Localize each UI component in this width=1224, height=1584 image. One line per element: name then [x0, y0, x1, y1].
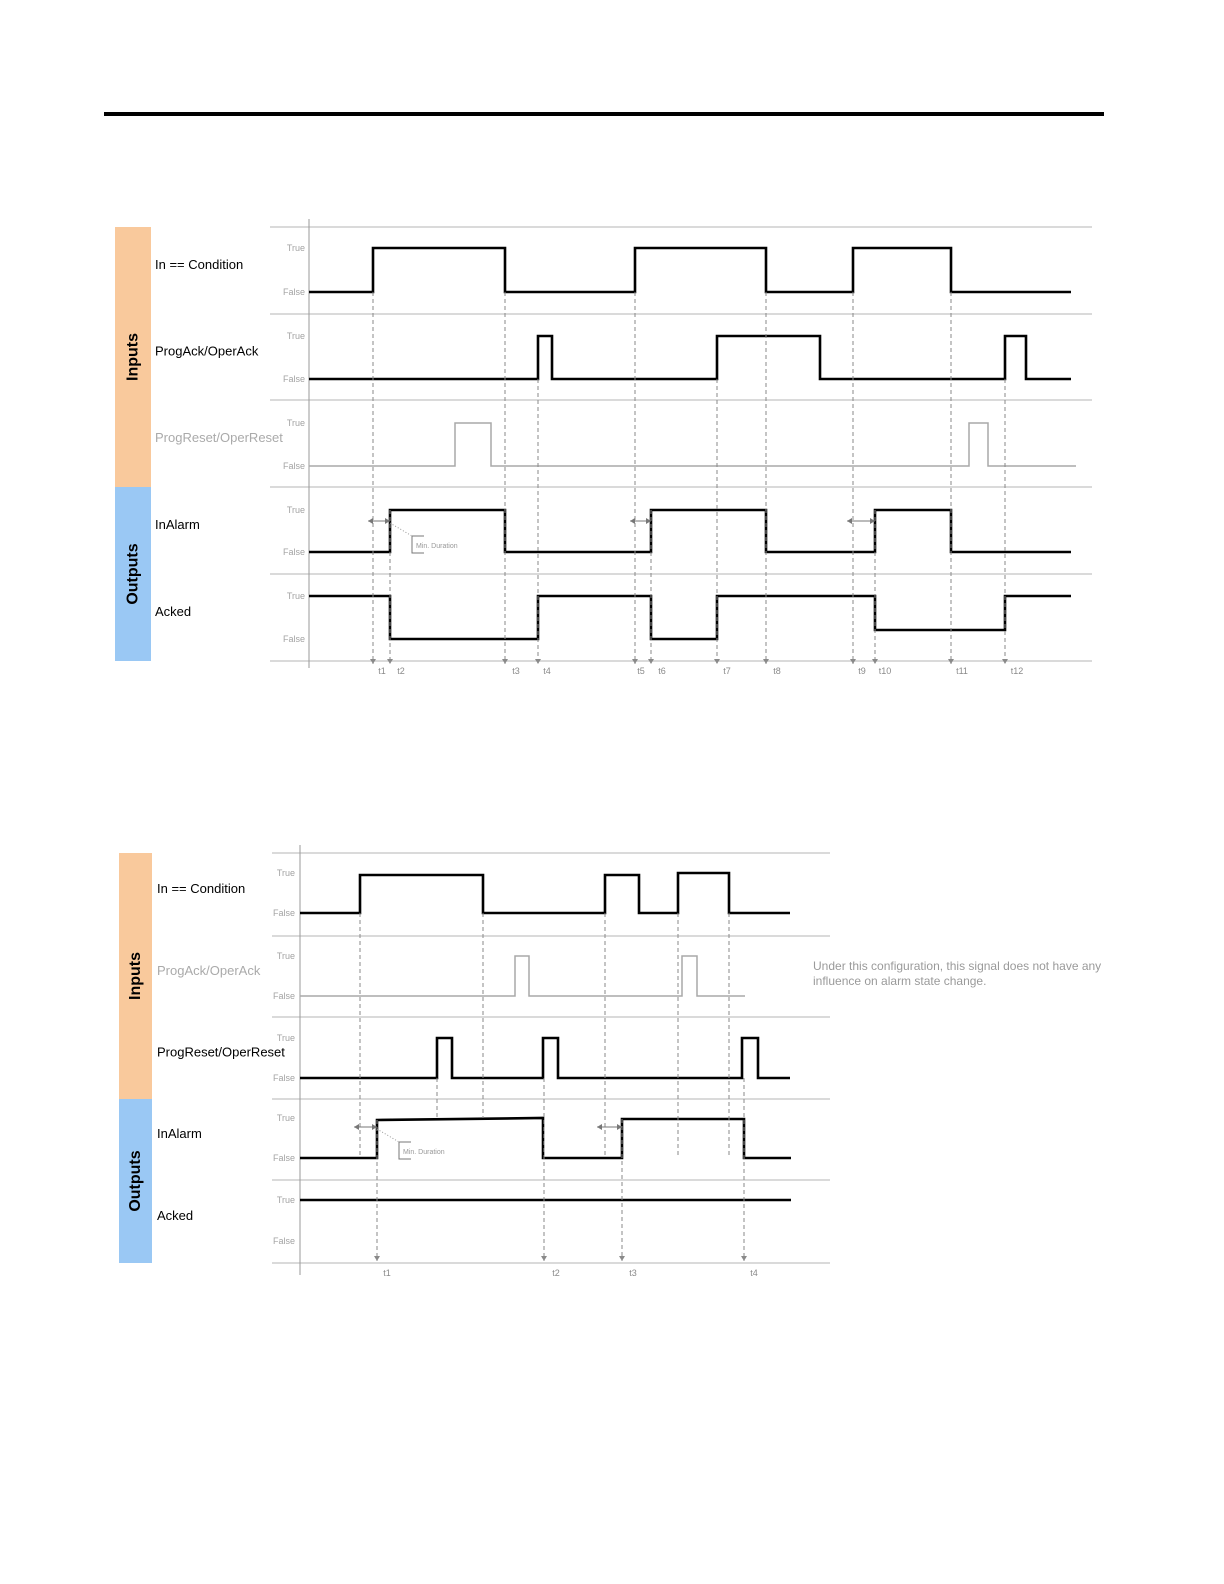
event-label: t4 — [543, 666, 551, 676]
event-arrow-icon — [763, 659, 769, 664]
outputs-band — [115, 487, 151, 661]
event-arrow-icon — [1002, 659, 1008, 664]
signal-waveform — [309, 422, 1076, 467]
event-arrow-icon — [872, 659, 878, 664]
false-level-label: False — [283, 287, 305, 297]
min-duration-bracket — [411, 536, 424, 554]
signal-name-label: ProgAck/OperAck — [155, 343, 259, 358]
event-arrow-icon — [948, 659, 954, 664]
min-duration-arrow-icon — [368, 518, 373, 524]
true-level-label: True — [287, 331, 305, 341]
signal-waveform — [309, 334, 1071, 381]
top-rule — [104, 112, 1104, 116]
event-label: t1 — [378, 666, 386, 676]
event-arrow-icon — [714, 659, 720, 664]
true-level-label: True — [287, 243, 305, 253]
event-label: t10 — [879, 666, 892, 676]
event-label: t6 — [658, 666, 666, 676]
true-level-label: True — [287, 591, 305, 601]
event-arrow-icon — [850, 659, 856, 664]
signal-waveform — [309, 508, 1071, 554]
true-level-label: True — [287, 505, 305, 515]
event-label: t3 — [512, 666, 520, 676]
false-level-label: False — [283, 634, 305, 644]
min-duration-arrow-icon — [630, 518, 635, 524]
false-level-label: False — [283, 461, 305, 471]
signal-name-label: In == Condition — [155, 257, 243, 272]
inputs-band — [115, 227, 151, 487]
true-level-label: True — [287, 418, 305, 428]
min-duration-arrow-icon — [847, 518, 852, 524]
event-label: t7 — [723, 666, 731, 676]
event-label: t5 — [637, 666, 645, 676]
event-arrow-icon — [648, 659, 654, 664]
min-duration-arrow-icon — [646, 518, 651, 524]
event-arrow-icon — [535, 659, 541, 664]
signal-name-label: InAlarm — [155, 517, 200, 532]
signal-name-label: ProgReset/OperReset — [155, 430, 283, 445]
min-duration-pointer — [389, 522, 413, 537]
event-label: t12 — [1011, 666, 1024, 676]
min-duration-label: Min. Duration — [416, 543, 458, 550]
event-arrow-icon — [387, 659, 393, 664]
event-arrow-icon — [370, 659, 376, 664]
signal-waveform — [309, 594, 1071, 641]
inputs-group-label: Inputs — [125, 333, 142, 381]
event-arrow-icon — [632, 659, 638, 664]
configuration-note: Under this configuration, this signal do… — [813, 959, 1102, 988]
event-label: t11 — [956, 666, 968, 676]
false-level-label: False — [283, 374, 305, 384]
min-duration-arrow-icon — [385, 518, 390, 524]
event-label: t2 — [397, 666, 405, 676]
false-level-label: False — [283, 547, 305, 557]
signal-name-label: Acked — [155, 604, 191, 619]
event-arrow-icon — [502, 659, 508, 664]
event-label: t9 — [858, 666, 866, 676]
outputs-group-label: Outputs — [125, 543, 142, 604]
signal-waveform — [309, 246, 1071, 294]
min-duration-arrow-icon — [870, 518, 875, 524]
event-label: t8 — [773, 666, 781, 676]
